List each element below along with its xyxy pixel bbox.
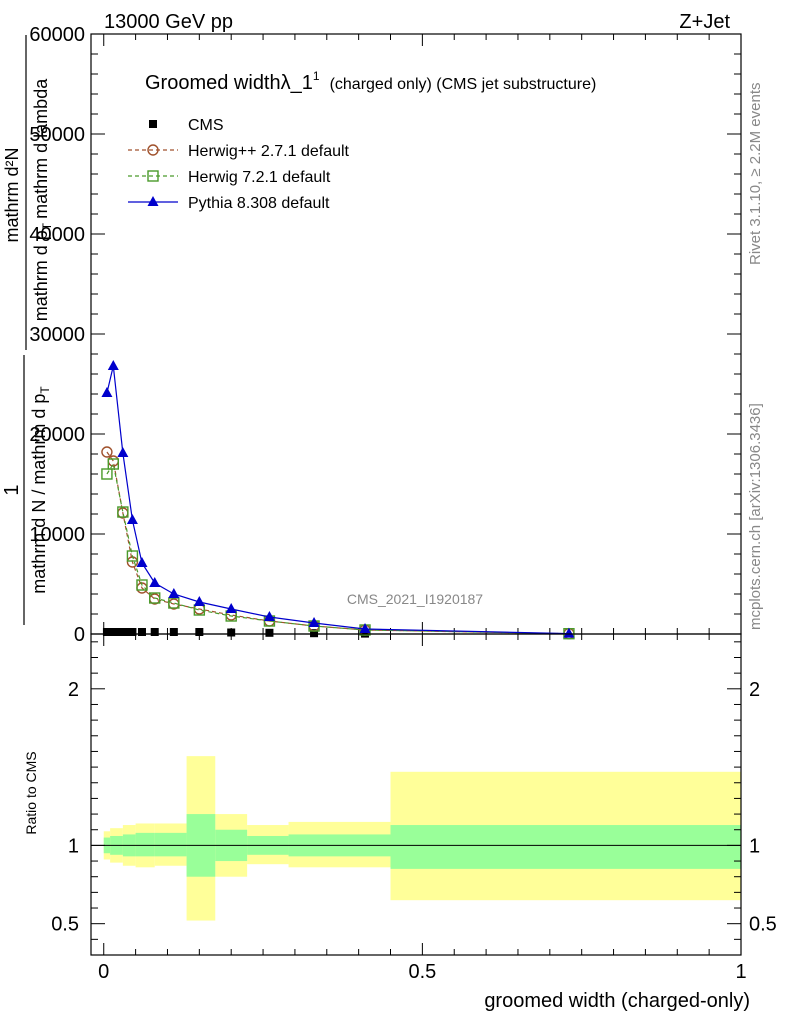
series-3-point-0: [101, 387, 113, 397]
ratio-ytick-label-left-2: 2: [68, 679, 79, 701]
series-0-point-2: [115, 628, 124, 636]
series-0-point-6: [150, 628, 159, 636]
x-tick-label-0: 0: [98, 961, 109, 983]
series-3-point-2: [117, 447, 129, 457]
main-ytick-label-3: 30000: [29, 324, 85, 346]
series-0-point-7: [169, 628, 178, 636]
main-ytick-label-5: 50000: [29, 124, 85, 146]
series-1-point-0: [101, 446, 113, 458]
series-line-1: [106, 451, 569, 635]
rivet-label: Rivet 3.1.10, ≥ 2.2M events: [747, 83, 764, 266]
ratio-panel: 0 0.5 1 0.5 0.5 1 1 2 2: [51, 633, 777, 983]
series-0-point-0: [102, 628, 111, 636]
plot-title: Groomed widthλ_11 (charged only) (CMS jet…: [145, 69, 596, 94]
header-right: Z+Jet: [679, 11, 730, 33]
series-3-point-4: [136, 557, 148, 567]
analysis-watermark: CMS_2021_I1920187: [347, 591, 483, 607]
series-2-point-1: [107, 458, 120, 470]
ratio-frame: [90, 633, 742, 956]
legend: CMS Herwig++ 2.7.1 default Herwig 7.2.1 de…: [128, 117, 350, 212]
series-1-point-1: [107, 455, 120, 467]
ylabel-numerator-top: 1: [1, 484, 23, 495]
legend-marker-0: [149, 120, 157, 128]
main-ytick-label-0: 0: [74, 624, 85, 646]
x-tick-label-2: 1: [735, 961, 746, 983]
ratio-band-stat-9: [390, 825, 741, 869]
main-panel: 0 10000 20000 30000 40000 50000 60000: [29, 24, 742, 646]
x-tick-label-1: 0.5: [408, 961, 436, 983]
ratio-ytick-label-right-1: 1: [749, 835, 760, 857]
plot-title-subtitle: (charged only) (CMS jet substructure): [330, 76, 597, 93]
series-3-point-11: [359, 623, 371, 633]
series-3-point-3: [126, 514, 138, 524]
series-0-point-11: [310, 629, 319, 638]
plot-title-main: Groomed widthλ_1: [145, 72, 313, 94]
ratio-ytick-label-right-2: 2: [749, 679, 760, 701]
series-3-point-9: [263, 611, 275, 621]
legend-marker-1: [147, 144, 159, 156]
ylabel-denominator-bottom-main: mathrm d p: [31, 230, 51, 321]
ylabel-denominator-bottom-sub: T: [40, 222, 54, 230]
legend-label-2: Herwig 7.2.1 default: [188, 169, 331, 186]
series-2-point-5: [149, 592, 161, 604]
mcplots-label: mcplots.cern.ch [arXiv:1306.3436]: [747, 403, 764, 630]
legend-label-3: Pythia 8.308 default: [188, 195, 330, 212]
series-3-point-6: [168, 588, 180, 598]
ratio-ylabel: Ratio to CMS: [23, 751, 39, 834]
series-3-point-10: [308, 617, 320, 627]
series-0-point-1: [109, 628, 118, 636]
header-left: 13000 GeV pp: [104, 11, 233, 33]
main-ytick-label-2: 20000: [29, 424, 85, 446]
series-0-point-5: [137, 628, 146, 636]
series-2-point-0: [101, 468, 113, 480]
main-ytick-label-1: 10000: [29, 524, 85, 546]
ratio-band-stat-4: [154, 832, 187, 857]
series-3-point-8: [225, 603, 237, 613]
legend-label-1: Herwig++ 2.7.1 default: [188, 143, 350, 160]
series-2-point-3: [126, 550, 139, 562]
legend-marker-3: [147, 196, 159, 206]
ratio-band-stat-3: [135, 832, 155, 857]
ylabel-numerator-bottom: mathrm d²N: [2, 147, 22, 242]
ylabel-denominator-top-main: mathrm d N / mathrm d p: [29, 394, 49, 594]
series-3-point-7: [193, 596, 205, 606]
series-2-point-4: [136, 579, 148, 591]
ratio-ytick-label-left-1: 1: [68, 835, 79, 857]
series-0-point-10: [265, 628, 274, 637]
ylabel-denominator-top-sub: T: [38, 386, 52, 394]
legend-label-0: CMS: [188, 117, 224, 134]
ylabel-denominator-bottom: mathrm d pTmathrm d lambda: [31, 78, 54, 321]
ratio-ytick-label-right-0: 0.5: [749, 914, 777, 936]
legend-marker-2: [147, 170, 159, 182]
ratio-ytick-label-left-0: 0.5: [51, 914, 79, 936]
series-3-point-12: [563, 627, 575, 638]
main-ylabel: 1 mathrm d N / mathrm d pT mathrm d²N ma…: [1, 35, 54, 625]
series-3-point-1: [107, 360, 119, 370]
xlabel: groomed width (charged-only): [484, 990, 750, 1012]
plot-title-superscript: 1: [313, 69, 320, 83]
ylabel-denominator-top: mathrm d N / mathrm d pT: [29, 386, 52, 594]
main-ytick-label-4: 40000: [29, 224, 85, 246]
ylabel-denominator-bottom-tail: mathrm d lambda: [31, 78, 51, 219]
series-0-point-4: [128, 628, 137, 636]
series-3-point-5: [149, 577, 161, 587]
main-ytick-label-6: 60000: [29, 24, 85, 46]
series-0-point-3: [122, 628, 131, 636]
series-0-point-8: [195, 628, 204, 636]
series-0-point-9: [227, 628, 236, 637]
series-2-point-2: [117, 506, 129, 518]
